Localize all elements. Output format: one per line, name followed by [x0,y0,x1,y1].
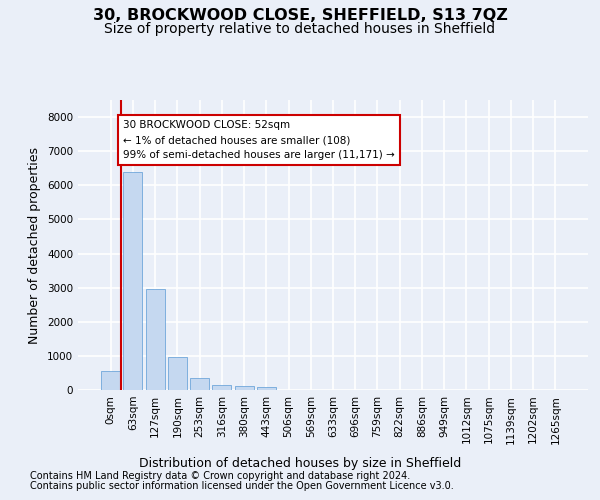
Text: Distribution of detached houses by size in Sheffield: Distribution of detached houses by size … [139,458,461,470]
Bar [257,388,276,390]
Bar [235,386,254,390]
Bar [212,384,231,390]
Text: Size of property relative to detached houses in Sheffield: Size of property relative to detached ho… [104,22,496,36]
Bar [124,172,142,390]
Bar [146,290,164,390]
Bar [190,378,209,390]
Text: Contains HM Land Registry data © Crown copyright and database right 2024.: Contains HM Land Registry data © Crown c… [30,471,410,481]
Text: Contains public sector information licensed under the Open Government Licence v3: Contains public sector information licen… [30,481,454,491]
Bar [101,371,120,390]
Text: 30, BROCKWOOD CLOSE, SHEFFIELD, S13 7QZ: 30, BROCKWOOD CLOSE, SHEFFIELD, S13 7QZ [92,8,508,22]
Text: 30 BROCKWOOD CLOSE: 52sqm
← 1% of detached houses are smaller (108)
99% of semi-: 30 BROCKWOOD CLOSE: 52sqm ← 1% of detach… [123,120,395,160]
Y-axis label: Number of detached properties: Number of detached properties [28,146,41,344]
Bar [168,357,187,390]
